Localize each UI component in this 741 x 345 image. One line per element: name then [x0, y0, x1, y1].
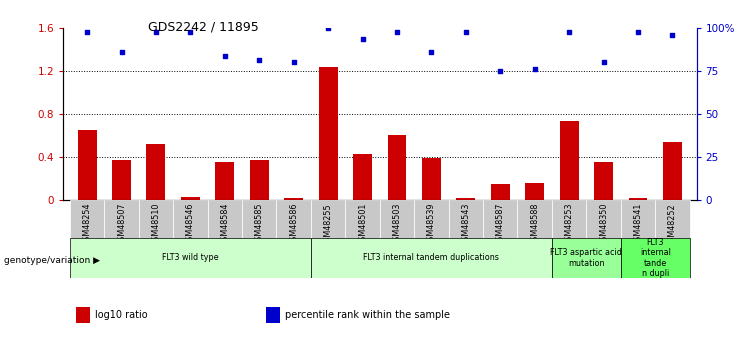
Text: GSM48501: GSM48501 — [358, 203, 367, 246]
Bar — [655, 200, 690, 242]
Point — [356, 36, 368, 42]
Bar — [448, 200, 483, 242]
Bar — [552, 200, 586, 242]
Text: GSM48252: GSM48252 — [668, 203, 677, 247]
Bar — [250, 160, 269, 200]
Bar — [285, 198, 303, 200]
Bar — [311, 200, 345, 242]
Bar — [525, 183, 544, 200]
Bar — [380, 200, 414, 242]
Bar — [139, 200, 173, 242]
Bar — [207, 200, 242, 242]
Text: GSM48507: GSM48507 — [117, 203, 126, 246]
Bar — [552, 238, 621, 278]
Bar — [104, 200, 139, 242]
Point — [116, 49, 127, 55]
Bar — [559, 121, 579, 200]
Bar — [311, 238, 552, 278]
Bar — [181, 197, 200, 200]
Text: FLT3 wild type: FLT3 wild type — [162, 253, 219, 263]
Bar — [422, 158, 441, 200]
Text: GSM48254: GSM48254 — [82, 203, 92, 246]
Bar — [147, 144, 165, 200]
Point — [219, 53, 230, 59]
Text: GSM48503: GSM48503 — [393, 203, 402, 246]
Bar — [173, 200, 207, 242]
Text: FLT3 aspartic acid
mutation: FLT3 aspartic acid mutation — [551, 248, 622, 268]
Bar — [483, 200, 517, 242]
Bar — [594, 162, 613, 200]
Bar — [586, 200, 621, 242]
Text: GSM48539: GSM48539 — [427, 203, 436, 246]
Point — [288, 59, 299, 65]
Point — [425, 49, 437, 55]
Bar — [345, 200, 379, 242]
Point — [563, 29, 575, 35]
Text: GSM48586: GSM48586 — [289, 203, 298, 246]
Point — [529, 66, 541, 72]
Text: GSM48588: GSM48588 — [531, 203, 539, 246]
Text: FLT3 internal tandem duplications: FLT3 internal tandem duplications — [364, 253, 499, 263]
Bar — [276, 200, 311, 242]
Bar — [621, 238, 690, 278]
Bar — [456, 198, 475, 200]
Bar — [266, 307, 279, 323]
Bar — [70, 200, 104, 242]
Point — [150, 29, 162, 35]
Text: GSM48350: GSM48350 — [599, 203, 608, 246]
Bar — [70, 238, 311, 278]
Bar — [491, 184, 510, 200]
Text: GDS2242 / 11895: GDS2242 / 11895 — [148, 21, 259, 34]
Bar — [628, 198, 648, 200]
Bar — [388, 136, 407, 200]
Text: percentile rank within the sample: percentile rank within the sample — [285, 310, 450, 319]
Text: GSM48584: GSM48584 — [220, 203, 229, 246]
Point — [598, 59, 610, 65]
Point — [253, 58, 265, 63]
Text: GSM48543: GSM48543 — [462, 203, 471, 246]
Text: GSM48255: GSM48255 — [324, 203, 333, 247]
Text: GSM48510: GSM48510 — [151, 203, 161, 246]
Bar — [319, 68, 338, 200]
Bar — [242, 200, 276, 242]
Bar — [517, 200, 552, 242]
Bar — [621, 200, 655, 242]
Text: GSM48546: GSM48546 — [186, 203, 195, 246]
Text: GSM48253: GSM48253 — [565, 203, 574, 246]
Bar — [78, 130, 96, 200]
Point — [322, 25, 334, 30]
Bar — [76, 307, 90, 323]
Text: GSM48587: GSM48587 — [496, 203, 505, 246]
Point — [82, 29, 93, 35]
Point — [666, 33, 678, 38]
Bar — [353, 154, 372, 200]
Text: log10 ratio: log10 ratio — [95, 310, 147, 319]
Point — [632, 29, 644, 35]
Text: GSM48585: GSM48585 — [255, 203, 264, 246]
Text: FLT3
internal
tande
n dupli: FLT3 internal tande n dupli — [639, 238, 671, 278]
Point — [460, 29, 472, 35]
Text: genotype/variation ▶: genotype/variation ▶ — [4, 256, 100, 265]
Bar — [112, 160, 131, 200]
Bar — [663, 142, 682, 200]
Text: GSM48541: GSM48541 — [634, 203, 642, 246]
Point — [391, 29, 403, 35]
Point — [494, 68, 506, 73]
Bar — [414, 200, 448, 242]
Bar — [216, 162, 234, 200]
Point — [185, 29, 196, 35]
